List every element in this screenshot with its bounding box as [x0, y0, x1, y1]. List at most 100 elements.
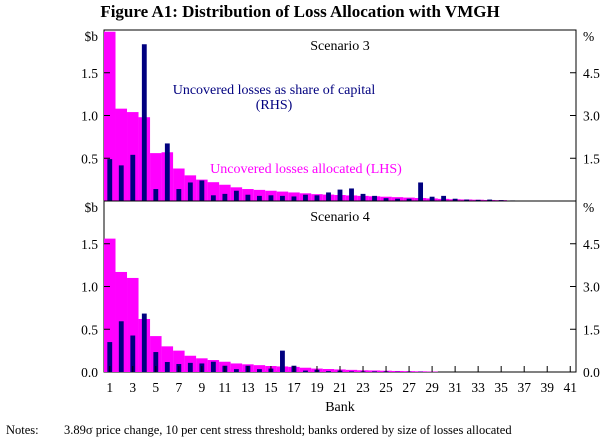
scenario-3-left-unit: $b — [85, 29, 99, 44]
left-tick-label: 1.5 — [81, 66, 98, 81]
x-axis-label: Bank — [325, 400, 355, 415]
rhs-bar-s3-19 — [314, 195, 320, 201]
rhs-bar-s3-32 — [464, 199, 470, 201]
right-tick-label: 1.5 — [583, 151, 600, 166]
rhs-bar-s3-7 — [176, 189, 182, 201]
rhs-bar-s3-31 — [452, 198, 458, 201]
rhs-bar-s4-4 — [141, 313, 147, 372]
rhs-bar-s3-30 — [441, 195, 447, 201]
rhs-bar-s3-15 — [268, 195, 274, 201]
scenario-4-right-unit: % — [583, 200, 594, 215]
right-tick-label: 3.0 — [583, 280, 600, 295]
x-tick-label: 19 — [310, 380, 324, 395]
rhs-bar-s3-26 — [395, 198, 400, 201]
rhs-bar-s4-2 — [118, 321, 124, 372]
lhs-bar-s3-5 — [150, 153, 162, 201]
rhs-bar-s3-25 — [383, 198, 389, 201]
x-tick-label: 15 — [264, 380, 278, 395]
lhs-bar-s4-3 — [127, 277, 139, 372]
x-tick-label: 11 — [218, 380, 231, 395]
rhs-bar-s4-1 — [107, 342, 113, 372]
right-tick-label: 3.0 — [583, 109, 600, 124]
rhs-bar-s3-33 — [475, 199, 481, 201]
rhs-bar-s3-34 — [487, 199, 493, 201]
scenario-4-frame — [103, 200, 577, 373]
left-tick-label: 1.0 — [81, 280, 98, 295]
x-tick-label: 27 — [402, 380, 416, 395]
rhs-bar-s3-18 — [303, 194, 308, 201]
right-tick-label: 4.5 — [583, 66, 600, 81]
rhs-bar-s3-11 — [222, 193, 228, 202]
x-tick-label: 29 — [425, 380, 439, 395]
lhs-bar-s4-7 — [173, 350, 185, 373]
lhs-bar-s3-10 — [207, 182, 220, 201]
scenario-3-right-unit: % — [583, 29, 594, 44]
x-tick-label: 37 — [517, 380, 531, 395]
rhs-bar-s4-18 — [303, 370, 308, 372]
rhs-bar-s3-17 — [291, 196, 297, 201]
scenario-4-left-unit: $b — [85, 200, 99, 215]
x-tick-label: 25 — [379, 380, 393, 395]
rhs-bar-s3-5 — [153, 189, 159, 201]
lhs-bar-s3-7 — [173, 168, 185, 201]
x-tick-label: 13 — [241, 380, 255, 395]
rhs-bar-s3-9 — [199, 180, 205, 201]
rhs-bar-s3-21 — [337, 189, 343, 201]
lhs-bar-s3-14 — [253, 189, 266, 201]
rhs-bar-s4-6 — [164, 362, 170, 372]
rhs-bar-s3-24 — [372, 195, 377, 201]
rhs-bar-s4-24 — [372, 371, 377, 372]
left-tick-label: 0.5 — [81, 322, 98, 337]
x-tick-label: 3 — [129, 380, 136, 395]
x-tick-label: 7 — [175, 380, 182, 395]
rhs-bar-s3-28 — [418, 182, 424, 201]
rhs-bar-s3-16 — [280, 195, 285, 201]
rhs-bar-s3-14 — [257, 195, 262, 201]
rhs-bar-s3-22 — [349, 188, 354, 201]
lhs-bar-s4-6 — [161, 346, 174, 372]
lhs-bar-s4-20 — [322, 369, 335, 372]
x-tick-label: 1 — [106, 380, 113, 395]
lhs-bar-s4-28 — [414, 371, 427, 372]
rhs-bar-s3-12 — [233, 190, 239, 201]
x-tick-label: 9 — [198, 380, 205, 395]
rhs-bar-s4-16 — [280, 350, 285, 373]
lhs-series-annotation: Uncovered losses allocated (LHS) — [210, 162, 402, 177]
notes-text: 3.89σ price change, 10 per cent stress t… — [64, 423, 512, 437]
rhs-bar-s3-27 — [406, 198, 412, 201]
right-tick-label: 4.5 — [583, 237, 600, 252]
lhs-bar-s4-18 — [299, 367, 312, 372]
rhs-bar-s3-29 — [429, 196, 435, 201]
left-tick-label: 1.5 — [81, 237, 98, 252]
rhs-series-annotation-suffix: (RHS) — [256, 98, 293, 113]
figure-title: Figure A1: Distribution of Loss Allocati… — [100, 2, 499, 21]
x-tick-label: 21 — [333, 380, 347, 395]
rhs-bar-s4-22 — [349, 371, 354, 372]
left-tick-label: 0.5 — [81, 151, 98, 166]
rhs-bar-s3-10 — [210, 195, 216, 201]
rhs-bar-s3-23 — [360, 193, 366, 202]
x-tick-label: 41 — [563, 380, 577, 395]
rhs-bar-s4-14 — [257, 369, 262, 372]
rhs-bar-s3-1 — [107, 159, 113, 201]
left-tick-label: 0.0 — [81, 365, 98, 380]
lhs-bar-s4-14 — [253, 365, 266, 372]
scenario-4-panel: $b % Scenario 4 — [85, 200, 594, 373]
rhs-bar-s3-8 — [187, 182, 193, 201]
x-tick-label: 5 — [152, 380, 159, 395]
notes-label: Notes: — [6, 423, 39, 437]
rhs-bar-s3-13 — [245, 194, 251, 201]
lhs-bar-s3-11 — [219, 184, 231, 201]
rhs-bar-s4-8 — [187, 362, 193, 372]
rhs-bar-s3-2 — [118, 165, 124, 202]
lhs-bar-s4-12 — [230, 363, 243, 372]
rhs-bar-s4-3 — [130, 335, 136, 372]
lhs-bar-s3-2 — [115, 108, 128, 201]
rhs-bar-s4-12 — [233, 369, 239, 372]
rhs-bar-s4-10 — [210, 361, 216, 372]
right-tick-label: 0.0 — [583, 365, 600, 380]
rhs-bar-s3-6 — [164, 143, 170, 201]
rhs-bar-s3-3 — [130, 154, 136, 201]
left-tick-label: 1.0 — [81, 109, 98, 124]
